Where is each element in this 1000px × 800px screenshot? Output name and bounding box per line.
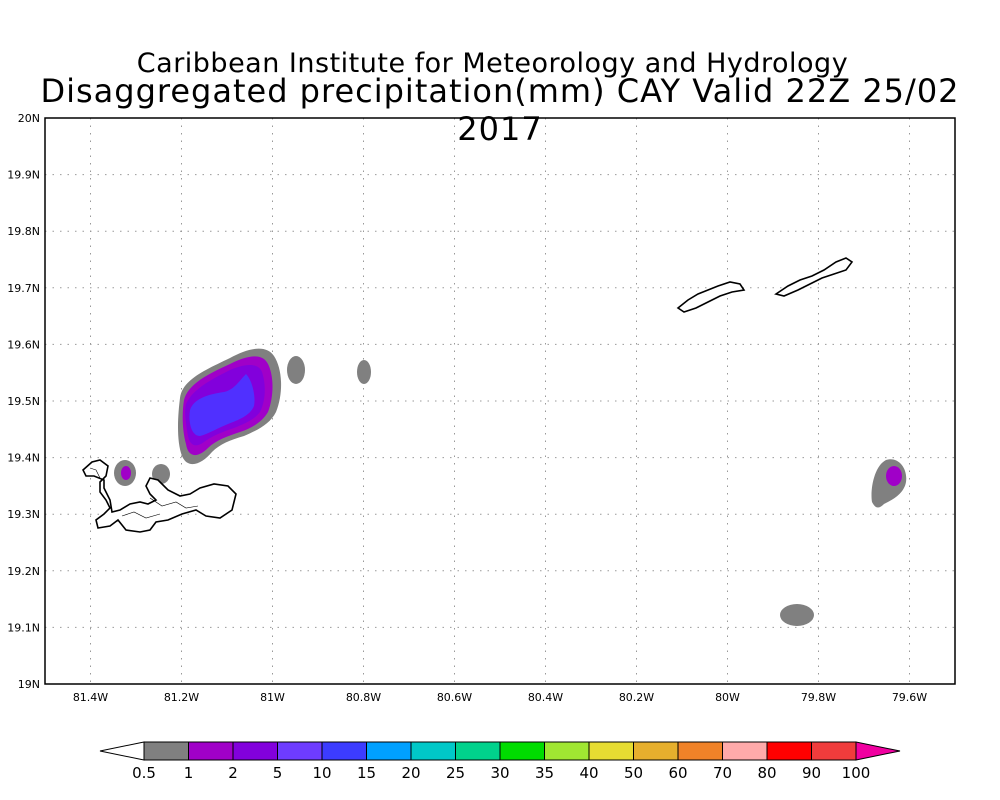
x-tick-label: 81.2W (164, 691, 199, 704)
little-cayman-island (676, 281, 746, 313)
x-tick-label: 80.4W (528, 691, 563, 704)
y-tick-label: 19N (18, 678, 40, 691)
precipitation-layer (114, 348, 907, 626)
colorbar-swatch (455, 741, 501, 761)
y-tick-label: 19.9N (7, 169, 40, 182)
x-axis-ticks: 81.4W 81.2W 81W 80.8W 80.6W 80.4W 80.2W 80W 79.8… (73, 691, 927, 704)
map-title-institute: Caribbean Institute for Meteorology and … (136, 48, 849, 79)
x-tick-label: 80.6W (437, 691, 472, 704)
x-tick-label: 81W (260, 691, 285, 704)
colorbar-label: 25 (446, 764, 465, 782)
colorbar-swatch (633, 741, 679, 761)
y-tick-label: 19.2N (7, 565, 40, 578)
grand-cayman-island (82, 459, 237, 533)
x-tick-label: 79.8W (801, 691, 836, 704)
x-tick-label: 80.8W (346, 691, 381, 704)
precip-cell-grey (780, 604, 814, 626)
colorbar-swatch (677, 741, 723, 761)
colorbar-swatch (143, 741, 189, 761)
colorbar-swatch (544, 741, 590, 761)
colorbar-swatch (366, 741, 412, 761)
colorbar-lower-triangle (99, 741, 145, 761)
colorbar-swatch (766, 741, 812, 761)
map-frame (44, 117, 956, 685)
y-tick-label: 19.4N (7, 452, 40, 465)
colorbar-label: 2 (228, 764, 238, 782)
colorbar-label: 50 (624, 764, 643, 782)
colorbar-label: 100 (842, 764, 871, 782)
colorbar-label: 40 (579, 764, 598, 782)
y-tick-label: 19.1N (7, 621, 40, 634)
x-tick-label: 81.4W (73, 691, 108, 704)
colorbar-label: 1 (184, 764, 194, 782)
colorbar-swatch (410, 741, 456, 761)
colorbar-label: 10 (312, 764, 331, 782)
y-tick-label: 19.8N (7, 225, 40, 238)
colorbar-label: 70 (713, 764, 732, 782)
colorbar-swatch (232, 741, 278, 761)
colorbar-swatch (811, 741, 857, 761)
x-tick-label: 80W (715, 691, 740, 704)
coastline-layer (82, 257, 854, 533)
colorbar-label: 30 (490, 764, 509, 782)
map-title-product: Disaggregated precipitation(mm) CAY Vali… (40, 72, 960, 148)
colorbar-swatch (499, 741, 545, 761)
colorbar-label: 80 (757, 764, 776, 782)
colorbar-label: 90 (802, 764, 821, 782)
y-tick-label: 19.3N (7, 508, 40, 521)
x-tick-label: 80.2W (619, 691, 654, 704)
colorbar-label: 60 (668, 764, 687, 782)
colorbar-label: 0.5 (132, 764, 156, 782)
y-tick-label: 19.5N (7, 395, 40, 408)
colorbar-label: 35 (535, 764, 554, 782)
precip-cell-blue (189, 374, 255, 436)
precip-cell-purple (121, 466, 131, 480)
colorbar-label: 20 (401, 764, 420, 782)
cayman-brac-island (774, 257, 854, 297)
precip-cell-purple (886, 466, 902, 486)
grand-cayman-north-sound (89, 467, 199, 519)
colorbar-swatch (321, 741, 367, 761)
x-tick-label: 79.6W (892, 691, 927, 704)
precip-cell-grey (287, 356, 305, 384)
y-tick-label: 20N (18, 112, 40, 125)
y-axis-ticks: 20N 19.9N 19.8N 19.7N 19.6N 19.5N 19.4N 19.3N 19… (7, 112, 40, 691)
colorbar-swatch (188, 741, 234, 761)
colorbar-swatch (588, 741, 634, 761)
y-tick-label: 19.7N (7, 282, 40, 295)
precip-cell-grey (357, 360, 371, 384)
colorbar-swatch (722, 741, 768, 761)
precipitation-colorbar: 0.5 1 2 5 10 15 20 25 30 35 40 50 60 70 80 90 100 (99, 741, 901, 782)
colorbar-upper-triangle (855, 741, 901, 761)
colorbar-label: 15 (357, 764, 376, 782)
y-tick-label: 19.6N (7, 338, 40, 351)
colorbar-label: 5 (273, 764, 283, 782)
colorbar-swatch (277, 741, 323, 761)
